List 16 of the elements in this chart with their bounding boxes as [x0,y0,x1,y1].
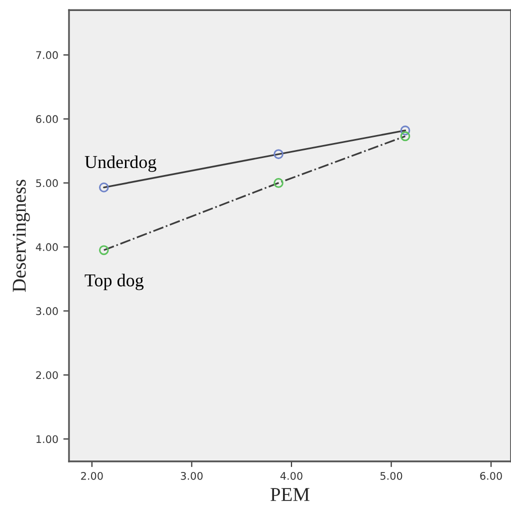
y-tick-label: 3.00 [36,307,58,316]
y-tick-label: 1.00 [36,435,58,444]
x-tick-label: 6.00 [480,472,502,480]
x-tick-label: 4.00 [280,472,302,480]
y-tick-label: 2.00 [36,371,58,380]
y-tick-label: 5.00 [36,179,58,188]
x-tick-label: 5.00 [380,472,402,480]
x-tick-label: 2.00 [81,472,103,480]
y-tick-label: 7.00 [36,51,58,60]
series-label: Top dog [84,274,144,290]
y-axis-title: Deservingness [12,180,30,292]
y-tick-label: 4.00 [36,243,58,252]
x-tick-label: 3.00 [180,472,203,480]
series-label: Underdog [84,155,156,172]
x-axis-title: PEM [270,488,310,501]
y-tick-label: 6.00 [36,115,58,124]
